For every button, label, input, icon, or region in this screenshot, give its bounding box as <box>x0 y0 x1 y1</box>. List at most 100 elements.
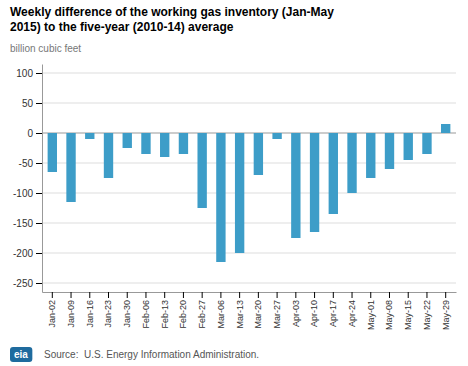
x-axis: Jan-02 Jan-09 Jan-16 Jan-23 Jan-30 Feb-06 Feb-… <box>43 292 457 330</box>
tick: Jan-02 <box>47 292 57 328</box>
tick-label: Feb-27 <box>197 300 207 329</box>
tick-mark <box>314 292 315 298</box>
tick: Feb-27 <box>197 292 207 329</box>
bar <box>404 133 413 160</box>
tick-mark <box>52 292 53 298</box>
tick-label: Jan-30 <box>122 300 132 328</box>
tick-label: May-15 <box>403 300 413 330</box>
tick-mark <box>36 103 42 104</box>
plot: 100500-50-100-150-200-250Jan-02Jan-09Jan… <box>13 65 457 331</box>
tick-label: May-29 <box>441 300 451 330</box>
tick-label: May-01 <box>366 300 376 330</box>
tick-mark <box>426 292 427 298</box>
logo-text: eia <box>14 349 28 360</box>
grid-line <box>42 283 456 284</box>
tick-label: Jan-23 <box>103 300 113 328</box>
tick-label: -250 <box>13 278 33 289</box>
bar <box>85 133 94 139</box>
tick-label: Jan-16 <box>85 300 95 328</box>
tick-label: Mar-06 <box>216 300 226 329</box>
grid-line <box>42 73 456 74</box>
tick-label: -150 <box>13 218 33 229</box>
tick-label: 100 <box>16 68 33 79</box>
tick: Feb-06 <box>141 292 151 329</box>
tick-mark <box>277 292 278 298</box>
tick: Apr-03 <box>291 292 301 327</box>
tick-label: -100 <box>13 188 33 199</box>
tick-label: Feb-20 <box>178 300 188 329</box>
bar <box>104 133 113 178</box>
tick-mark <box>89 292 90 298</box>
tick: May-29 <box>441 292 451 330</box>
tick-label: Apr-10 <box>309 300 319 327</box>
bar <box>141 133 150 154</box>
chart: Weekly difference of the working gas inv… <box>0 0 468 366</box>
tick: Mar-13 <box>235 292 245 329</box>
bar <box>197 133 206 208</box>
tick: May-08 <box>384 292 394 330</box>
tick-mark <box>333 292 334 298</box>
bar <box>291 133 300 238</box>
tick: 50 <box>22 98 42 109</box>
grid-line <box>42 223 456 224</box>
bar <box>441 124 450 133</box>
tick-label: Apr-03 <box>291 300 301 327</box>
tick-mark <box>36 223 42 224</box>
tick-label: Feb-13 <box>160 300 170 329</box>
grid-line <box>42 103 456 104</box>
tick-mark <box>220 292 221 298</box>
title: Weekly difference of the working gas inv… <box>10 5 334 19</box>
tick-label: 0 <box>27 128 33 139</box>
tick-mark <box>36 193 42 194</box>
tick-label: Mar-20 <box>253 300 263 329</box>
tick: Jan-09 <box>66 292 76 328</box>
bar <box>216 133 225 262</box>
tick: -250 <box>13 278 42 289</box>
grid <box>42 73 456 283</box>
tick: -100 <box>13 188 42 199</box>
bar <box>385 133 394 169</box>
bar <box>272 133 281 139</box>
tick-label: -200 <box>13 248 33 259</box>
y-axis: 100 50 0 -50 -100 -150 -200 -250 <box>13 65 43 293</box>
tick-mark <box>36 163 42 164</box>
tick: Apr-10 <box>309 292 319 327</box>
tick-label: Jan-02 <box>47 300 57 328</box>
subtitle: billion cubic feet <box>10 43 81 54</box>
title: 2015) to the five-year (2010-14) average <box>10 20 234 34</box>
bar <box>366 133 375 178</box>
bar <box>48 133 57 172</box>
grid-line <box>42 253 456 254</box>
bar <box>254 133 263 175</box>
tick: 0 <box>27 128 42 139</box>
tick: May-15 <box>403 292 413 330</box>
tick-mark <box>202 292 203 298</box>
tick-mark <box>145 292 146 298</box>
logo-box <box>10 347 32 362</box>
bar <box>422 133 431 154</box>
tick-label: May-22 <box>422 300 432 330</box>
bar <box>179 133 188 154</box>
tick-mark <box>239 292 240 298</box>
bar <box>310 133 319 232</box>
tick-mark <box>370 292 371 298</box>
tick-mark <box>258 292 259 298</box>
tick-mark <box>71 292 72 298</box>
tick: Jan-30 <box>122 292 132 328</box>
tick-mark <box>36 133 42 134</box>
tick-label: May-08 <box>384 300 394 330</box>
tick: May-22 <box>422 292 432 330</box>
tick-mark <box>164 292 165 298</box>
tick-mark <box>389 292 390 298</box>
bar <box>235 133 244 253</box>
source: Source: U.S. Energy Information Administ… <box>44 349 259 360</box>
axis-line <box>43 292 457 293</box>
tick-label: Mar-13 <box>235 300 245 329</box>
tick-label: Apr-17 <box>328 300 338 327</box>
tick: Mar-27 <box>272 292 282 329</box>
tick-label: Jan-09 <box>66 300 76 328</box>
tick-label: -50 <box>19 158 34 169</box>
tick: 100 <box>16 68 42 79</box>
bar <box>347 133 356 193</box>
tick: -200 <box>13 248 42 259</box>
